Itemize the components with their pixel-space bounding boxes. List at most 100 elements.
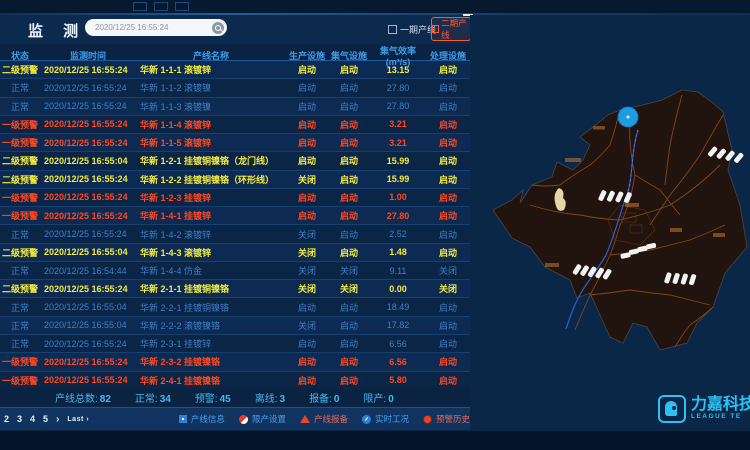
gas-rate-cell: 2.52 [389, 229, 407, 240]
time-cell: 2020/12/25 16:55:24 [44, 119, 128, 130]
treatment-facility-cell: 启动 [438, 83, 457, 94]
page-number[interactable]: 2 [4, 414, 10, 424]
table-row[interactable]: 一级预警 2020/12/25 16:55:24 华新 1-4-1 挂镀锌 启动… [0, 207, 470, 226]
monitor-table: 状态 监测时间 产线名称 生产设施 集气设施 集气效率(m³/s) 处理设施 二… [0, 44, 470, 390]
last-page-button[interactable]: Last › [67, 415, 90, 423]
table-row[interactable]: 正常 2020/12/25 16:54:44 华新 1-4-4 仿金 关闭 关闭… [0, 261, 470, 281]
status-cell: 一级预警 [1, 138, 38, 149]
search-icon[interactable] [212, 21, 224, 34]
treatment-facility-cell: 启动 [438, 65, 457, 76]
table-row[interactable]: 正常 2020/12/25 16:55:24 华新 1-1-3 滚镀镍 启动 启… [0, 97, 470, 116]
gas-collection-cell: 启动 [339, 375, 358, 386]
treatment-facility-cell: 启动 [438, 320, 457, 331]
table-row[interactable]: 正常 2020/12/25 16:55:24 华新 1-4-2 滚镀锌 关闭 启… [0, 225, 470, 244]
col-treat: 处理设施 [429, 51, 466, 61]
gas-collection-cell: 启动 [339, 229, 358, 240]
status-cell: 二级预警 [1, 65, 38, 76]
table-row[interactable]: 一级预警 2020/12/25 16:55:24 华新 1-1-4 滚镀锌 启动… [0, 115, 470, 135]
table-row[interactable]: 正常 2020/12/25 16:55:04 华新 2-2-1 挂镀铜镍铬 启动… [0, 298, 470, 317]
status-cell: 正常 [10, 101, 29, 112]
line-name-cell: 华新 1-2-2 挂镀铜镍铬（环形线） [140, 174, 275, 185]
summary-item: 限产: 0 [363, 393, 394, 405]
gas-collection-cell: 启动 [339, 247, 358, 258]
table-body: 二级预警 2020/12/25 16:55:24 华新 1-1-1 滚镀锌 启动… [0, 61, 470, 390]
time-cell: 2020/12/25 16:55:24 [44, 210, 128, 221]
legend-item[interactable]: 实时工况 [361, 413, 409, 425]
treatment-facility-cell: 启动 [438, 357, 457, 368]
treatment-facility-cell: 启动 [438, 211, 457, 222]
line-name-cell: 华新 2-3-1 挂镀锌 [140, 339, 212, 350]
time-cell: 2020/12/25 16:55:24 [44, 338, 127, 349]
legend-item[interactable]: 限产设置 [238, 413, 286, 425]
search-box[interactable] [85, 19, 227, 36]
table-row[interactable]: 二级预警 2020/12/25 16:55:24 华新 1-1-1 滚镀锌 启动… [0, 61, 470, 80]
line-name-cell: 华新 1-1-2 滚镀镍 [140, 83, 212, 94]
time-cell: 2020/12/25 16:55:24 [44, 192, 128, 203]
table-row[interactable]: 二级预警 2020/12/25 16:55:24 华新 1-2-2 挂镀铜镍铬（… [0, 170, 470, 189]
filter-phase1-checkbox[interactable]: 一期产线 [388, 23, 436, 36]
line-name-cell: 华新 1-1-4 滚镀锌 [140, 119, 212, 130]
legend-item[interactable]: 产线报备 [299, 413, 348, 425]
gas-rate-cell: 6.56 [389, 338, 407, 349]
production-facility-cell: 启动 [297, 192, 316, 203]
gas-collection-cell: 启动 [339, 192, 358, 203]
filter-phase2-label: 二期产线 [441, 18, 467, 40]
legend-item[interactable]: 产线信息 [178, 413, 225, 425]
time-cell: 2020/12/25 16:55:24 [44, 101, 127, 112]
col-prod: 生产设施 [288, 51, 325, 61]
line-name-cell: 华新 2-3-2 挂镀镍铬 [140, 357, 221, 368]
legend-item[interactable]: 预警历史 [422, 413, 470, 425]
production-facility-cell: 关闭 [297, 284, 316, 295]
production-facility-cell: 启动 [297, 339, 316, 350]
brand-name-cn: 力嘉科技 [691, 396, 750, 414]
gas-rate-cell: 18.49 [386, 302, 410, 313]
table-row[interactable]: 一级预警 2020/12/25 16:55:24 华新 2-3-2 挂镀镍铬 启… [0, 353, 470, 372]
gas-collection-cell: 启动 [339, 339, 358, 350]
page-number[interactable]: 5 [43, 414, 49, 424]
status-cell: 正常 [10, 83, 29, 94]
production-facility-cell: 启动 [297, 211, 316, 222]
table-row[interactable]: 一级预警 2020/12/25 16:55:24 华新 1-2-3 挂镀锌 启动… [0, 188, 470, 208]
brand-logo-icon [658, 395, 686, 423]
table-row[interactable]: 正常 2020/12/25 16:55:04 华新 2-2-2 滚镀镍铬 关闭 … [0, 316, 470, 335]
checkbox-icon[interactable] [388, 25, 397, 34]
table-row[interactable]: 二级预警 2020/12/25 16:55:24 华新 2-1-1 挂镀铜镍铬 … [0, 280, 470, 299]
production-facility-cell: 启动 [297, 302, 316, 313]
gas-collection-cell: 启动 [339, 302, 358, 313]
legend-icon [299, 415, 310, 423]
time-cell: 2020/12/25 16:55:04 [44, 247, 128, 258]
line-name-cell: 华新 1-2-1 挂镀铜镍铬（龙门线） [140, 156, 275, 167]
line-name-cell: 华新 1-4-3 滚镀锌 [140, 247, 212, 258]
filter-phase1-label: 一期产线 [400, 25, 437, 35]
table-row[interactable]: 一级预警 2020/12/25 16:55:24 华新 1-1-5 滚镀锌 启动… [0, 134, 470, 153]
filter-phase2-button[interactable]: 二期产线 [431, 14, 473, 41]
gas-rate-cell: 27.80 [386, 101, 410, 112]
search-input[interactable] [93, 22, 212, 33]
status-cell: 二级预警 [1, 174, 38, 185]
line-name-cell: 华新 2-1-1 挂镀铜镍铬 [140, 284, 230, 295]
time-cell: 2020/12/25 16:54:44 [44, 265, 127, 276]
production-facility-cell: 启动 [297, 156, 316, 167]
legend-label: 产线报备 [313, 414, 348, 424]
page-number[interactable]: 4 [30, 414, 36, 424]
table-row[interactable]: 二级预警 2020/12/25 16:55:04 华新 1-4-3 滚镀锌 关闭… [0, 243, 470, 262]
page-number[interactable]: 3 [17, 414, 23, 424]
production-facility-cell: 启动 [297, 138, 316, 149]
time-cell: 2020/12/25 16:55:04 [44, 155, 128, 166]
production-facility-cell: 启动 [297, 375, 316, 386]
header-bar: 监 测 一期产线 二期产线 [0, 14, 473, 44]
table-row[interactable]: 正常 2020/12/25 16:55:24 华新 1-1-2 滚镀镍 启动 启… [0, 79, 470, 98]
gas-rate-cell: 27.80 [386, 82, 410, 93]
brand-logo: 力嘉科技 LEAGUE TE [658, 389, 750, 429]
table-row[interactable]: 二级预警 2020/12/25 16:55:04 华新 1-2-1 挂镀铜镍铬（… [0, 152, 470, 171]
page-title: 监 测 [28, 23, 87, 40]
treatment-facility-cell: 启动 [438, 101, 457, 112]
table-row[interactable]: 正常 2020/12/25 16:55:24 华新 2-3-1 挂镀锌 启动 启… [0, 334, 470, 354]
next-page-button[interactable]: › [56, 413, 60, 425]
gas-collection-cell: 启动 [339, 83, 358, 94]
col-name: 产线名称 [192, 51, 229, 61]
district-map[interactable]: 力嘉科技 LEAGUE TE [470, 15, 750, 431]
